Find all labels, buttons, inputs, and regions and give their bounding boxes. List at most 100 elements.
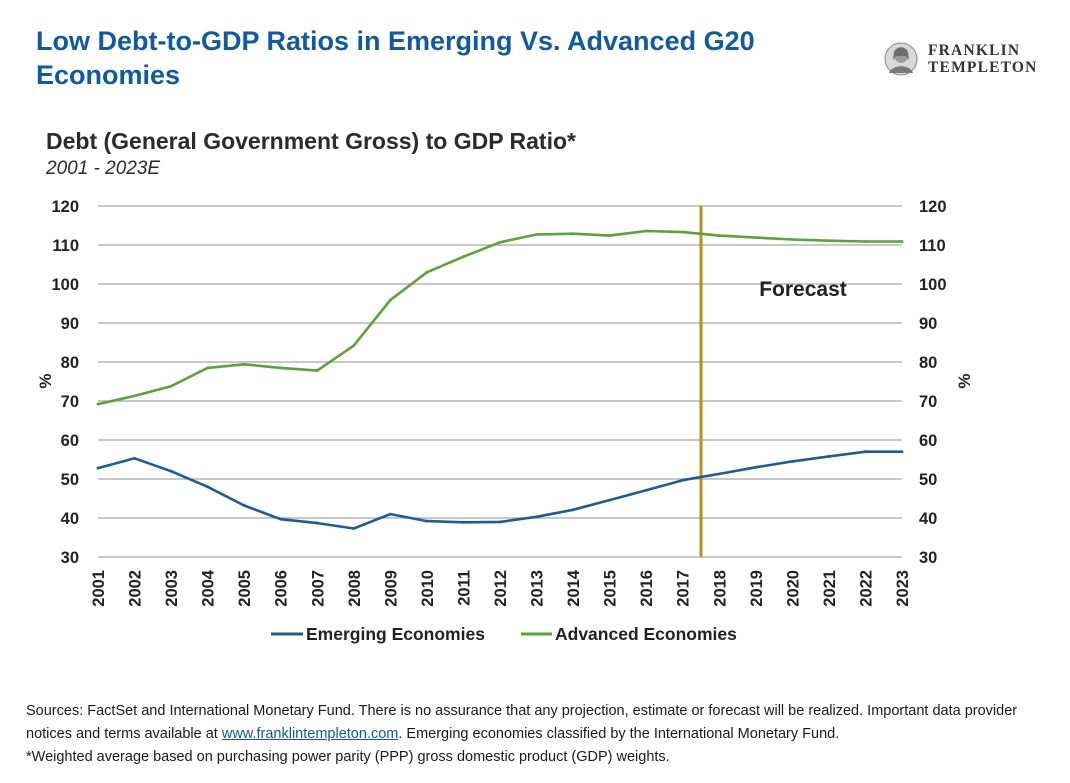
point-advanced-economies-2006	[279, 366, 283, 370]
point-advanced-economies-2019	[754, 236, 758, 239]
x-tick-2008: 2008	[346, 570, 364, 607]
point-emerging-economies-2014	[571, 508, 575, 512]
x-tick-2004: 2004	[200, 569, 218, 607]
franklin-templeton-logo: FRANKLIN TEMPLETON	[884, 42, 1054, 78]
point-emerging-economies-2015	[608, 498, 612, 502]
x-axis: 2001 2002 2003 2004 2005 2006 2007 2008 2009 2010…	[90, 569, 912, 607]
sources-text: Sources: FactSet and International Monet…	[26, 700, 1056, 746]
x-tick-2019: 2019	[748, 570, 766, 607]
point-advanced-economies-2013	[535, 233, 538, 236]
series-lines	[96, 229, 904, 530]
sources-pre: Sources: FactSet and International Monet…	[26, 703, 1018, 742]
point-emerging-economies-2006	[279, 517, 283, 521]
chart-legend: Emerging Economies Advanced Economies	[271, 624, 737, 644]
x-tick-2018: 2018	[711, 570, 729, 607]
point-emerging-economies-2018	[717, 472, 721, 476]
x-tick-2002: 2002	[127, 570, 145, 607]
point-emerging-economies-2017	[681, 478, 685, 482]
forecast-label: Forecast	[759, 278, 847, 301]
point-advanced-economies-2009	[388, 298, 392, 302]
x-tick-2021: 2021	[821, 570, 839, 607]
y-tick-right-60: 60	[919, 432, 937, 450]
point-emerging-economies-2012	[498, 520, 502, 524]
point-emerging-economies-2011	[462, 520, 465, 524]
x-tick-2010: 2010	[419, 570, 437, 607]
point-advanced-economies-2001	[96, 402, 100, 406]
point-advanced-economies-2016	[644, 229, 648, 233]
y-tick-right-100: 100	[919, 276, 947, 294]
x-tick-2020: 2020	[784, 570, 802, 607]
point-advanced-economies-2023	[900, 240, 904, 243]
y-tick-left-80: 80	[61, 354, 79, 372]
legend-label-emerging-economies: Emerging Economies	[306, 624, 485, 644]
point-emerging-economies-2016	[644, 488, 648, 492]
y-tick-right-80: 80	[919, 354, 937, 372]
logo-line-1: FRANKLIN	[928, 42, 1021, 59]
x-tick-2022: 2022	[857, 570, 875, 607]
y-tick-left-40: 40	[61, 510, 79, 528]
y-tick-right-50: 50	[919, 471, 937, 489]
point-emerging-economies-2010	[425, 519, 429, 523]
point-advanced-economies-2008	[352, 344, 356, 348]
y-tick-right-30: 30	[919, 549, 937, 567]
x-tick-2007: 2007	[309, 570, 327, 607]
point-emerging-economies-2022	[864, 450, 867, 454]
grid-lines	[98, 205, 902, 558]
x-tick-2005: 2005	[236, 570, 254, 607]
point-advanced-economies-2002	[133, 394, 136, 398]
point-advanced-economies-2004	[206, 366, 210, 370]
point-advanced-economies-2011	[462, 255, 465, 259]
x-tick-2003: 2003	[163, 570, 181, 607]
x-tick-2023: 2023	[894, 570, 912, 607]
point-advanced-economies-2018	[717, 234, 721, 238]
point-advanced-economies-2003	[169, 384, 173, 388]
y-axis-label-right: %	[955, 373, 974, 388]
x-tick-2015: 2015	[602, 570, 620, 607]
point-emerging-economies-2023	[900, 450, 904, 454]
point-advanced-economies-2010	[425, 270, 429, 274]
point-emerging-economies-2008	[352, 527, 356, 530]
x-tick-2012: 2012	[492, 570, 510, 607]
x-tick-2011: 2011	[455, 570, 473, 606]
y-tick-right-40: 40	[919, 510, 937, 528]
x-tick-2009: 2009	[382, 570, 400, 607]
y-tick-right-120: 120	[919, 198, 947, 216]
y-tick-left-60: 60	[61, 432, 79, 450]
point-emerging-economies-2001	[96, 466, 100, 470]
point-advanced-economies-2017	[681, 230, 685, 234]
benjamin-franklin-portrait-icon	[884, 42, 918, 76]
point-advanced-economies-2015	[608, 234, 612, 238]
debt-to-gdp-line-chart: 30 40 50 60 70 80 90 100 110 120% 30 40 50 60 70 80 90 1…	[36, 198, 974, 644]
y-axis-left: 30 40 50 60 70 80 90 100 110 120%	[36, 198, 79, 567]
y-tick-right-70: 70	[919, 393, 937, 411]
point-emerging-economies-2007	[315, 521, 319, 525]
point-emerging-economies-2013	[535, 515, 538, 519]
x-tick-2017: 2017	[675, 570, 693, 607]
x-tick-2001: 2001	[90, 570, 108, 607]
page-title: Low Debt-to-GDP Ratios in Emerging Vs. A…	[36, 26, 755, 90]
y-tick-left-30: 30	[61, 549, 79, 567]
point-emerging-economies-2019	[754, 465, 758, 469]
x-tick-2013: 2013	[529, 570, 547, 607]
legend-label-advanced-economies: Advanced Economies	[555, 624, 737, 644]
series-line-advanced-economies	[97, 229, 902, 406]
franklintempleton-link[interactable]: www.franklintempleton.com	[221, 726, 399, 742]
y-tick-left-110: 110	[52, 237, 79, 255]
y-tick-right-90: 90	[919, 315, 937, 333]
point-advanced-economies-2022	[864, 240, 867, 243]
y-tick-left-50: 50	[61, 471, 79, 489]
point-emerging-economies-2021	[827, 454, 831, 458]
point-advanced-economies-2020	[790, 238, 794, 241]
point-emerging-economies-2005	[242, 504, 246, 507]
y-tick-left-90: 90	[61, 315, 79, 333]
footnote: *Weighted average based on purchasing po…	[26, 749, 670, 765]
chart-title: Debt (General Government Gross) to GDP R…	[46, 128, 576, 154]
point-advanced-economies-2014	[571, 232, 575, 236]
sources-post: . Emerging economies classified by the I…	[398, 726, 840, 742]
y-axis-label-left: %	[36, 373, 55, 388]
point-emerging-economies-2004	[206, 485, 210, 489]
point-emerging-economies-2003	[169, 469, 173, 473]
chart-subtitle: 2001 - 2023E	[46, 158, 161, 179]
logo-line-2: TEMPLETON	[928, 59, 1038, 76]
point-emerging-economies-2020	[790, 460, 794, 463]
